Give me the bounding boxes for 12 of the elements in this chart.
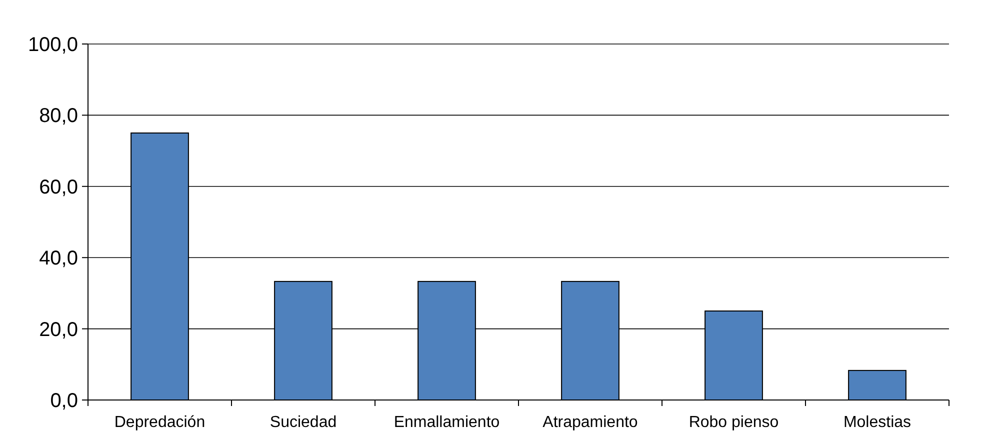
x-tick-label: Suciedad — [270, 414, 337, 431]
x-tick-label: Molestias — [843, 414, 912, 431]
x-tick-label: Robo pienso — [688, 414, 779, 431]
y-tick-label: 80,0 — [39, 105, 78, 128]
y-tick-label: 20,0 — [39, 318, 78, 341]
y-tick-label: 0,0 — [50, 390, 78, 412]
y-tick-label: 100,0 — [28, 34, 78, 56]
x-tick-label: Enmallamiento — [394, 414, 500, 431]
x-tick-label: Atrapamiento — [542, 414, 638, 431]
y-tick-label: 60,0 — [39, 176, 78, 198]
x-tick-label: Depredación — [114, 414, 206, 431]
y-tick-label: 40,0 — [39, 248, 78, 270]
